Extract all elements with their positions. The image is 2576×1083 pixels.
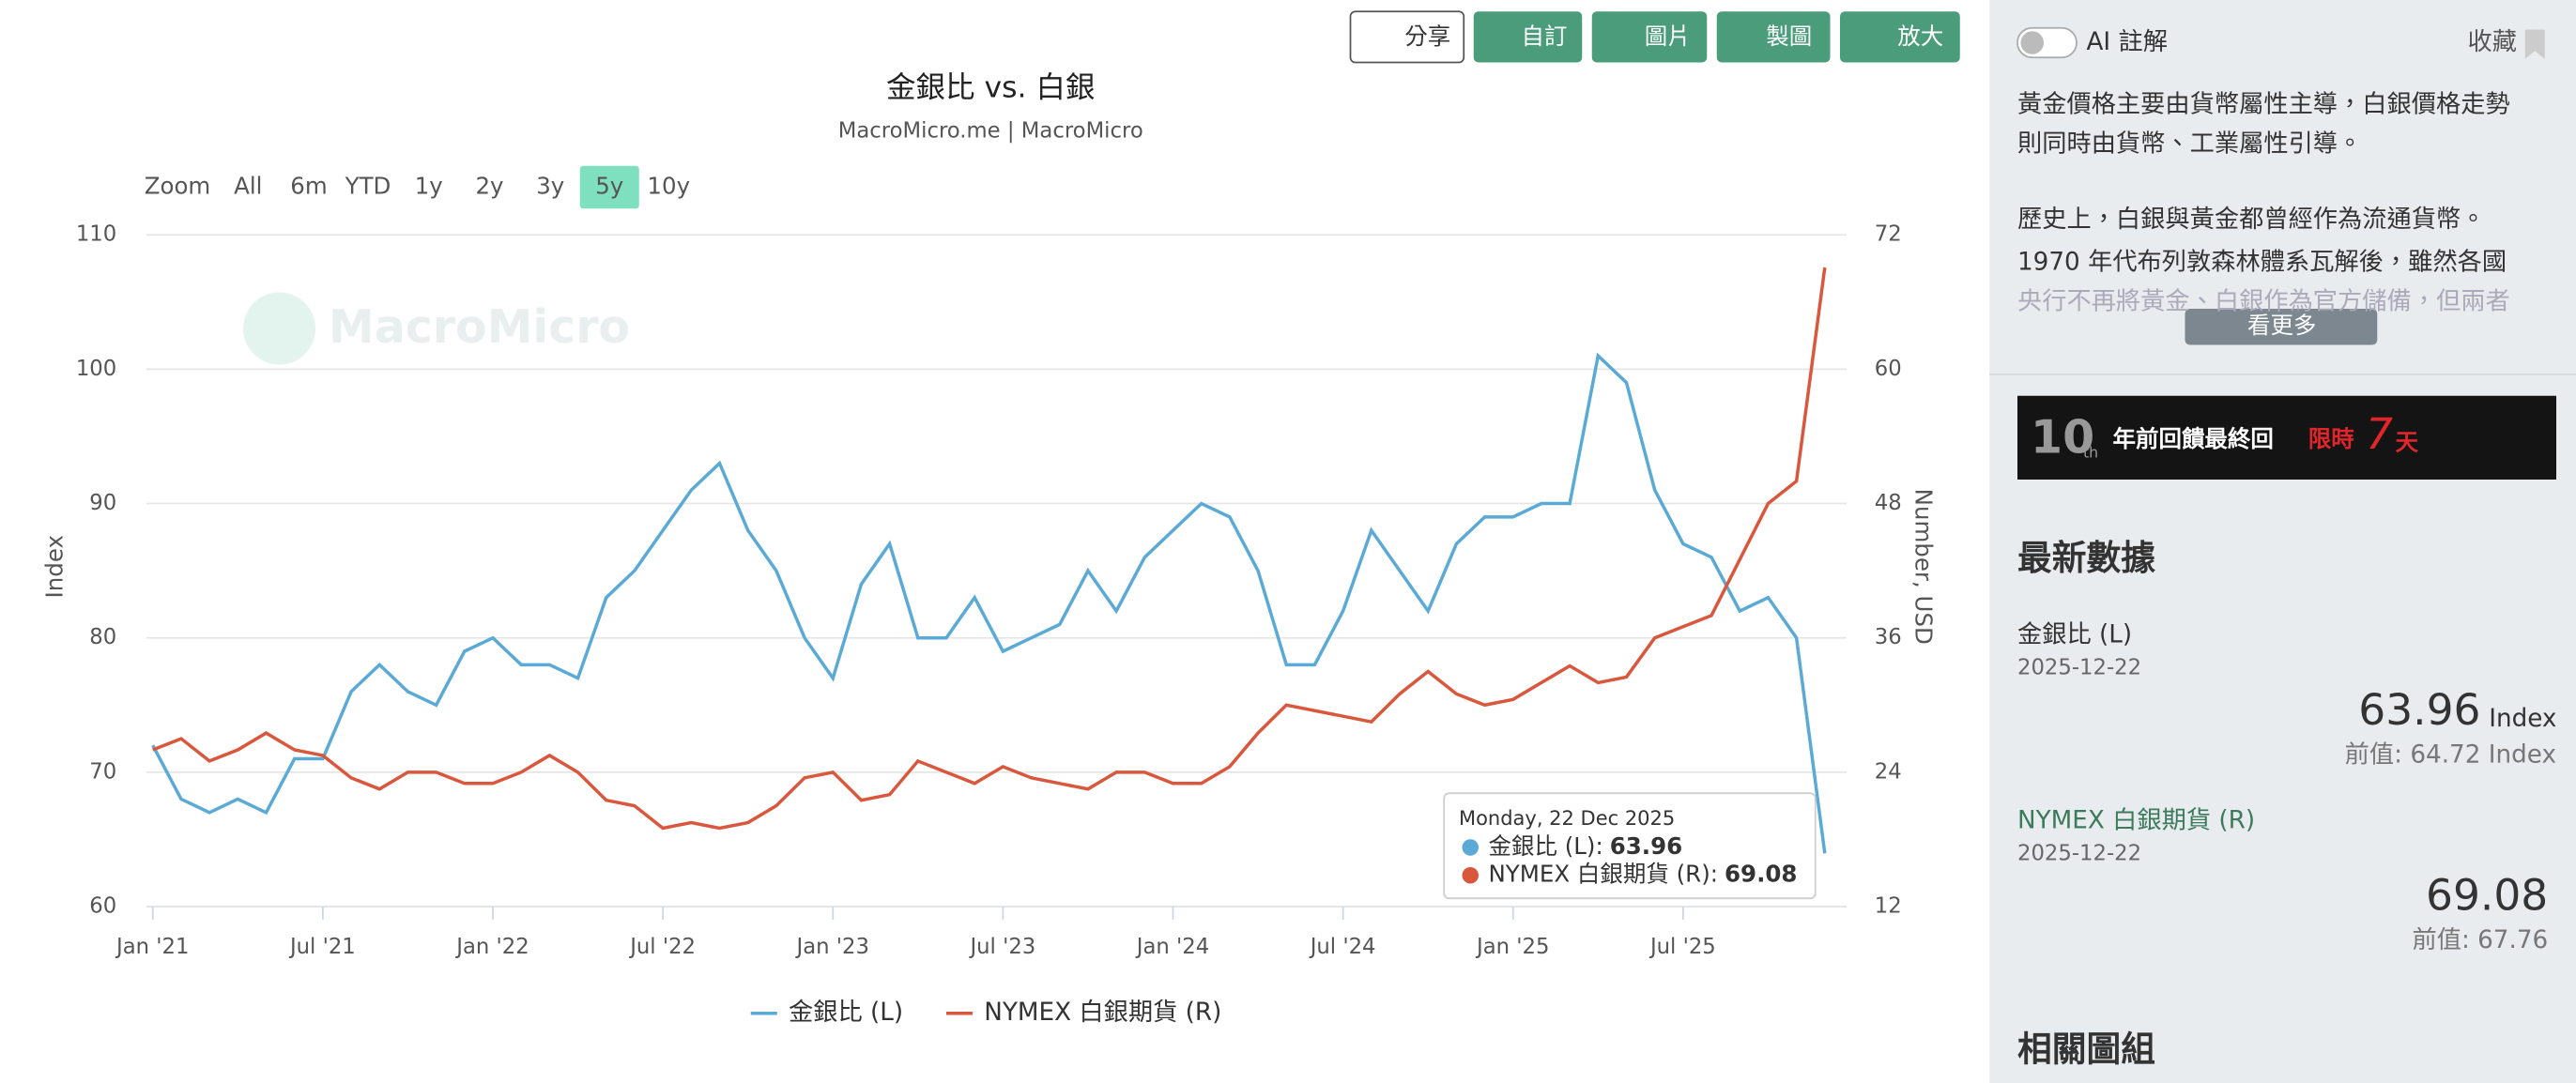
customize-label[interactable]: 自訂: [1521, 23, 1567, 50]
banner-limit[interactable]: 限時: [2308, 425, 2354, 452]
image-label[interactable]: 圖片: [1645, 23, 1691, 50]
item-value: 69.08: [2426, 871, 2548, 921]
tooltip-box: [1443, 792, 1817, 900]
tooltip-part: 69.08: [1725, 861, 1797, 888]
y2-tick-label: 12: [1875, 893, 1902, 918]
y-tick-label: 80: [89, 625, 116, 649]
chart-title: 金銀比 vs. 白銀: [886, 70, 1095, 104]
favorite[interactable]: 收藏: [2468, 28, 2517, 56]
item-unit: Index: [2489, 705, 2556, 733]
item-name: NYMEX 白銀期貨 (R): [2017, 806, 2255, 834]
y-tick-label: 60: [89, 893, 116, 918]
range-option[interactable]: All: [234, 172, 262, 199]
x-tick-label: Jul '25: [1648, 935, 1716, 959]
tooltip-row: 金銀比 (L): 63.96: [1488, 832, 1682, 860]
description-line: 1970 年代布列敦森林體系瓦解後，雖然各國: [2017, 248, 2507, 276]
x-tick-label: Jul '23: [968, 935, 1035, 959]
tooltip-date: Monday, 22 Dec 2025: [1459, 807, 1675, 830]
image-button[interactable]: [1591, 11, 1708, 63]
tooltip-marker: [1462, 866, 1479, 884]
favorite-icon[interactable]: [2524, 29, 2545, 59]
item-date: 2025-12-22: [2017, 841, 2141, 865]
banner-text[interactable]: 年前回饋最終回: [2112, 425, 2273, 452]
description-line: 央行不再將黃金、白銀作為官方儲備，但兩者: [2017, 287, 2510, 315]
range-option[interactable]: 5y: [595, 172, 623, 199]
x-tick-label: Jul '21: [288, 935, 356, 959]
x-tick-label: Jul '24: [1309, 935, 1376, 959]
description-line: 則同時由貨幣、工業屬性引導。: [2017, 130, 2362, 158]
item-previous: 前值: 64.72 Index: [2345, 740, 2556, 769]
y-tick-label: 90: [89, 491, 116, 515]
y-axis-label: Index: [41, 535, 69, 598]
legend-label[interactable]: 金銀比 (L): [789, 999, 903, 1027]
latest-title: 最新數據: [2017, 538, 2155, 578]
range-option[interactable]: 3y: [536, 172, 564, 199]
banner-suffix[interactable]: th: [2083, 443, 2098, 461]
item-previous: 前值: 67.76: [2412, 926, 2548, 954]
y-tick-label: 100: [76, 357, 116, 381]
more-label[interactable]: 看更多: [2247, 312, 2316, 339]
banner-days[interactable]: 7: [2366, 409, 2393, 459]
expand-label[interactable]: 放大: [1897, 23, 1943, 50]
toolbar: 分享 自訂 圖片 製圖 放大: [1349, 10, 1960, 64]
y-tick-label: 110: [76, 222, 116, 247]
item-value: 63.96: [2358, 685, 2480, 735]
y2-tick-label: 24: [1875, 759, 1902, 784]
x-tick-label: Jan '23: [795, 935, 869, 959]
x-tick-label: Jan '24: [1135, 935, 1209, 959]
banner-unit[interactable]: 天: [2395, 428, 2418, 455]
customize-button[interactable]: [1473, 11, 1583, 63]
legend-label[interactable]: NYMEX 白銀期貨 (R): [984, 999, 1221, 1027]
tooltip-part: :: [1710, 861, 1718, 888]
y2-tick-label: 60: [1875, 357, 1902, 381]
watermark-logo: [243, 292, 316, 365]
chart-subtitle: MacroMicro.me | MacroMicro: [838, 118, 1143, 143]
banner[interactable]: [2016, 395, 2556, 480]
tooltip-row: NYMEX 白銀期貨 (R): 69.08: [1488, 861, 1797, 888]
range-option[interactable]: 2y: [475, 172, 503, 199]
draw-button[interactable]: [1716, 11, 1831, 63]
related-title: 相關圖組: [2017, 1029, 2155, 1069]
more-button[interactable]: [2185, 308, 2378, 345]
ai-toggle-knob[interactable]: [2020, 31, 2044, 54]
x-tick-label: Jul '22: [628, 935, 696, 959]
watermark: MacroMicro: [329, 300, 630, 354]
range-option[interactable]: 6m: [290, 172, 327, 199]
range-option[interactable]: 1y: [415, 172, 443, 199]
x-tick-label: Jan '22: [454, 935, 529, 959]
tooltip-part: :: [1595, 832, 1602, 860]
y-tick-label: 70: [89, 759, 116, 784]
draw-label[interactable]: 製圖: [1766, 23, 1812, 50]
x-tick-label: Jan '21: [115, 935, 189, 959]
sidebar: AI 註解 收藏 看更多 10 th 年前回饋最終回 限時 7 天 最新數據 金…: [1989, 0, 2576, 1083]
tooltip-marker: [1462, 839, 1479, 856]
share-label[interactable]: 分享: [1404, 23, 1450, 50]
zoom-label: Zoom: [145, 172, 211, 199]
range-option[interactable]: 10y: [647, 172, 690, 199]
item-name: 金銀比 (L): [2017, 621, 2132, 649]
share-button[interactable]: [1349, 10, 1465, 64]
range-selected[interactable]: [579, 165, 639, 209]
banner-anniversary[interactable]: 10: [2031, 410, 2094, 464]
y2-axis-label: Number, USD: [1909, 489, 1937, 645]
y2-tick-label: 72: [1875, 222, 1902, 247]
y2-tick-label: 36: [1875, 625, 1902, 649]
series-line: [152, 267, 1827, 831]
item-date: 2025-12-22: [2017, 656, 2141, 680]
y2-tick-label: 48: [1875, 491, 1902, 515]
description-line: 黃金價格主要由貨幣屬性主導，白銀價格走勢: [2017, 90, 2510, 118]
tooltip-part: NYMEX 白銀期貨 (R): [1488, 861, 1710, 888]
description-line: 歷史上，白銀與黃金都曾經作為流通貨幣。: [2017, 206, 2485, 234]
tooltip-part: 金銀比 (L): [1488, 832, 1595, 860]
range-option[interactable]: YTD: [345, 172, 391, 199]
expand-button[interactable]: [1839, 11, 1960, 63]
sidebar-bg: [1989, 0, 2576, 1083]
ai-toggle-label[interactable]: AI 註解: [2086, 28, 2168, 56]
series-line: [151, 352, 1827, 854]
x-tick-label: Jan '25: [1475, 935, 1549, 959]
tooltip-part: 63.96: [1610, 832, 1682, 860]
